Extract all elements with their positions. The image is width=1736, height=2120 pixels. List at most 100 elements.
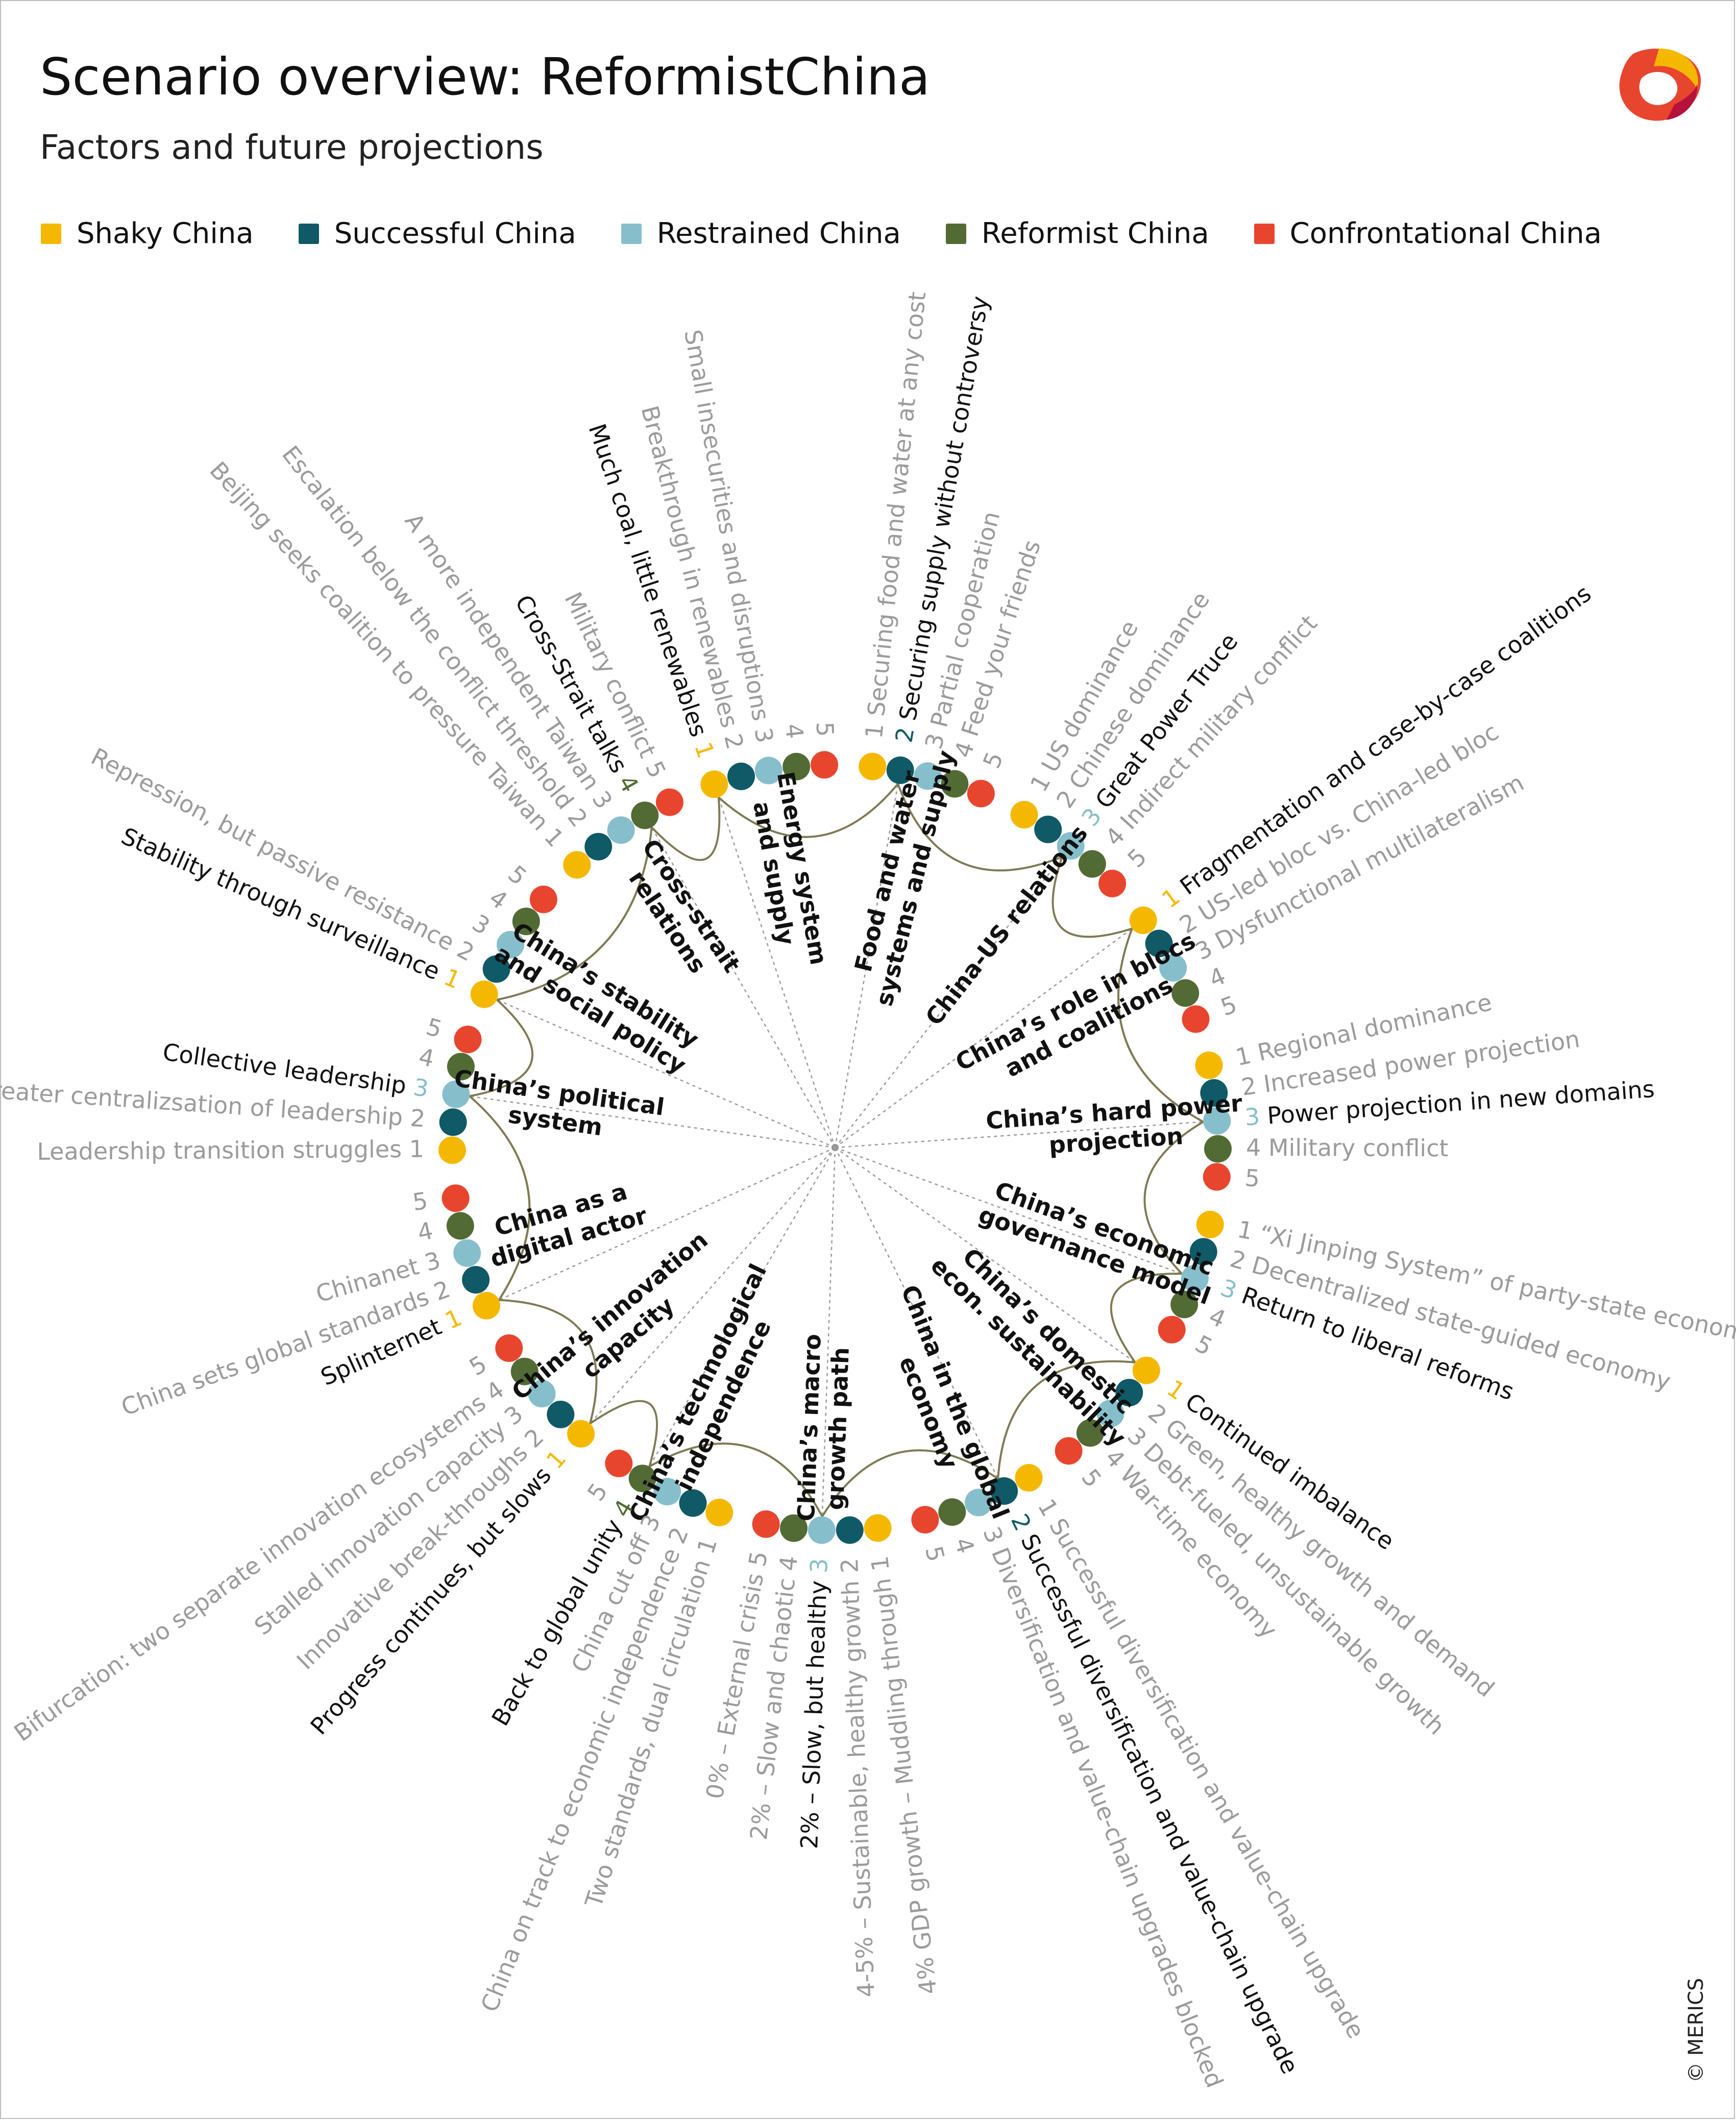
connector-arc bbox=[589, 1400, 658, 1467]
spoke-line bbox=[499, 1147, 836, 1301]
projection-label: 2 Successful diversification and value-c… bbox=[1006, 1509, 1304, 2078]
projection-label: 4 bbox=[415, 1216, 435, 1247]
spoke-line bbox=[718, 797, 836, 1148]
projection-number: 1 bbox=[865, 1554, 894, 1572]
projection-number: 2 bbox=[409, 1104, 426, 1132]
projection-number: 5 bbox=[464, 1350, 491, 1381]
projection-text: Bifurcation: two separate innovation eco… bbox=[9, 1384, 497, 1746]
spoke-line bbox=[469, 1095, 836, 1149]
projection-dot bbox=[1057, 832, 1085, 860]
logo-shade-shape bbox=[1667, 84, 1698, 120]
projection-text: A more independent Taiwan bbox=[400, 508, 610, 801]
projection-number: 4 bbox=[1205, 1302, 1230, 1333]
projection-label: Bifurcation: two separate innovation eco… bbox=[9, 1375, 509, 1746]
projection-number: 3 bbox=[468, 909, 495, 940]
legend-swatch bbox=[945, 223, 966, 244]
projection-label: Leadership transition struggles 1 bbox=[37, 1135, 424, 1165]
connector-arc bbox=[718, 783, 899, 838]
projection-dot bbox=[567, 1420, 595, 1448]
factor-name-line: China’s macro bbox=[792, 1333, 826, 1522]
spoke-line bbox=[835, 1147, 1136, 1363]
legend-label: Successful China bbox=[334, 217, 576, 250]
projection-dot bbox=[811, 751, 839, 779]
projection-number: 3 bbox=[804, 1557, 833, 1573]
projection-label: 5 bbox=[1122, 843, 1152, 873]
projection-dot bbox=[1182, 1005, 1210, 1033]
projection-label: 4 bbox=[780, 722, 809, 740]
projection-dot bbox=[454, 1026, 482, 1054]
projection-dot bbox=[1096, 1400, 1124, 1427]
connector-arc bbox=[469, 1095, 531, 1301]
projection-dot bbox=[752, 1510, 780, 1538]
connector-arcs bbox=[469, 783, 1204, 1517]
projection-label: 4 bbox=[949, 1534, 980, 1556]
connector-arc bbox=[997, 1360, 1136, 1479]
projection-dot bbox=[497, 931, 524, 959]
projection-dot bbox=[700, 770, 728, 798]
connector-arc bbox=[651, 797, 721, 861]
projection-dot bbox=[1159, 954, 1187, 982]
legend-swatch bbox=[1254, 223, 1275, 244]
legend-item-confrontational: Confrontational China bbox=[1254, 217, 1602, 250]
projection-dot bbox=[439, 1108, 467, 1136]
projection-text: 2% – Slow, but healthy bbox=[795, 1573, 833, 1849]
projection-dot bbox=[1015, 1464, 1043, 1492]
projection-label: 4 bbox=[1205, 1302, 1230, 1333]
projection-dot bbox=[1010, 800, 1038, 828]
projection-label: 5 bbox=[503, 860, 532, 890]
projection-dot bbox=[1181, 1264, 1209, 1293]
projection-number: 5 bbox=[423, 1012, 445, 1043]
projection-dot bbox=[783, 752, 811, 781]
spoke-line bbox=[821, 1147, 836, 1517]
projection-number: 5 bbox=[811, 721, 839, 737]
projection-dot bbox=[965, 1489, 992, 1517]
projection-label: 5 bbox=[1244, 1163, 1261, 1192]
projection-dot bbox=[990, 1477, 1018, 1505]
projection-label: 4 bbox=[417, 1042, 437, 1073]
spoke-line bbox=[835, 856, 1063, 1148]
connector-arc bbox=[1110, 1273, 1182, 1363]
projection-dot bbox=[1204, 1135, 1232, 1163]
projection-dot bbox=[941, 770, 969, 798]
projection-label: 5 bbox=[423, 1012, 445, 1043]
connector-arc bbox=[1143, 1120, 1204, 1275]
projection-dot bbox=[547, 1400, 575, 1428]
projection-dot bbox=[447, 1053, 475, 1081]
connector-arc bbox=[497, 827, 653, 1001]
projection-text: 4% GDP growth – Muddling through bbox=[867, 1569, 942, 1995]
legend-swatch bbox=[41, 223, 61, 244]
spoke-line bbox=[590, 1147, 836, 1424]
projection-number: 4 bbox=[415, 1216, 435, 1247]
projection-dot bbox=[1203, 1163, 1231, 1191]
projection-number: 2 bbox=[835, 1557, 863, 1573]
spoke-line bbox=[835, 1121, 1204, 1149]
projection-dot bbox=[1196, 1210, 1224, 1238]
connector-arc bbox=[1117, 928, 1204, 1123]
projection-number: 5 bbox=[920, 1543, 950, 1564]
projection-dot bbox=[495, 1334, 523, 1362]
projection-dot bbox=[628, 1465, 656, 1493]
projection-dot bbox=[453, 1239, 481, 1267]
legend-label: Reformist China bbox=[981, 217, 1209, 250]
projection-dot bbox=[607, 816, 635, 844]
projection-dot bbox=[605, 1449, 633, 1477]
projection-dot bbox=[631, 801, 659, 830]
spoke-line bbox=[835, 1147, 1182, 1275]
connector-arc bbox=[469, 999, 534, 1098]
connector-arc bbox=[649, 1442, 823, 1517]
projection-dot bbox=[938, 1498, 966, 1526]
connector-arc bbox=[1052, 856, 1133, 938]
projection-dot bbox=[1129, 906, 1157, 934]
projection-dot bbox=[886, 756, 914, 784]
projection-number: 5 bbox=[503, 860, 532, 890]
projection-dot bbox=[1171, 979, 1200, 1007]
projection-number: 1 bbox=[860, 722, 889, 740]
projection-number: 4 bbox=[417, 1042, 437, 1073]
projection-number: 1 bbox=[409, 1135, 425, 1162]
projection-dot bbox=[859, 752, 887, 781]
